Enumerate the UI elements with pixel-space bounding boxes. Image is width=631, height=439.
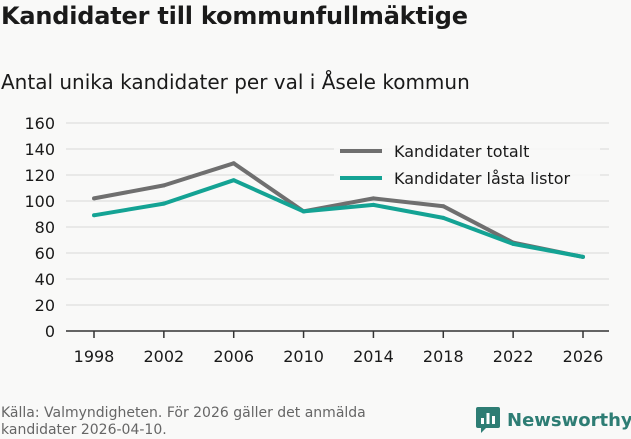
series-line-kandidater-lasta-listor — [93, 178, 584, 259]
data-point — [231, 178, 236, 183]
data-point — [161, 183, 166, 188]
chart-subtitle: Antal unika kandidater per val i Åsele k… — [1, 70, 470, 94]
data-point — [441, 204, 446, 209]
source-note: Källa: Valmyndigheten. För 2026 gäller d… — [1, 405, 366, 438]
data-point — [301, 209, 306, 214]
y-tick-label: 20 — [35, 296, 55, 315]
y-tick-label: 80 — [35, 218, 55, 237]
x-tick-label: 2006 — [213, 347, 254, 366]
x-tick-label: 2002 — [143, 347, 184, 366]
data-point — [92, 196, 96, 201]
y-tick-label: 60 — [35, 244, 55, 263]
x-tick-label: 2010 — [283, 347, 324, 366]
series-line-kandidater-totalt — [93, 161, 584, 259]
chart-title: Kandidater till kommunfullmäktige — [1, 2, 468, 30]
y-tick-label: 40 — [35, 270, 55, 289]
y-tick-label: 120 — [24, 166, 55, 185]
data-point — [231, 161, 236, 166]
legend-label: Kandidater totalt — [394, 142, 529, 161]
data-point — [581, 254, 585, 259]
brand-name: Newsworthy — [507, 409, 631, 431]
x-tick-label: 1998 — [74, 347, 115, 366]
x-tick-label: 2018 — [423, 347, 464, 366]
x-tick-label: 2026 — [563, 347, 604, 366]
y-tick-label: 100 — [24, 192, 55, 211]
x-tick-label: 2022 — [493, 347, 534, 366]
data-point — [371, 196, 376, 201]
data-point — [161, 201, 166, 206]
y-tick-label: 160 — [24, 114, 55, 133]
newsworthy-logo[interactable]: Newsworthy — [476, 407, 631, 433]
data-point — [441, 215, 446, 220]
bar-chart-icon — [476, 407, 500, 433]
data-point — [92, 213, 96, 218]
x-tick-label: 2014 — [353, 347, 394, 366]
y-tick-label: 140 — [24, 140, 55, 159]
data-point — [511, 241, 516, 246]
data-point — [371, 202, 376, 207]
y-tick-label: 0 — [45, 322, 55, 341]
legend-label: Kandidater låsta listor — [394, 169, 571, 188]
